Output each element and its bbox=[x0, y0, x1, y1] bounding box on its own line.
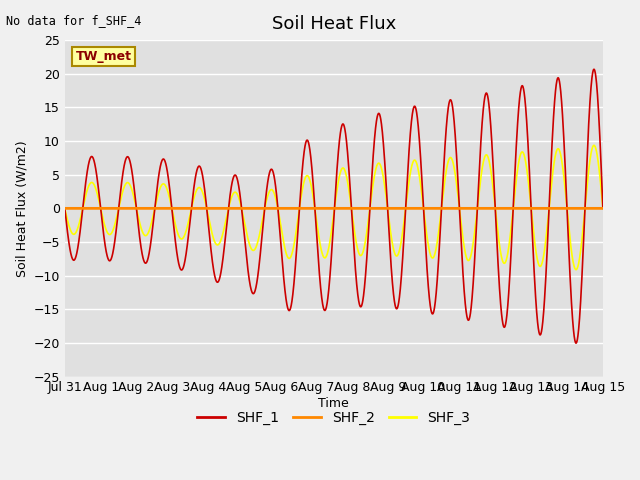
Text: No data for f_SHF_4: No data for f_SHF_4 bbox=[6, 14, 142, 27]
Legend: SHF_1, SHF_2, SHF_3: SHF_1, SHF_2, SHF_3 bbox=[192, 405, 476, 430]
Y-axis label: Soil Heat Flux (W/m2): Soil Heat Flux (W/m2) bbox=[15, 140, 28, 276]
Text: TW_met: TW_met bbox=[76, 50, 132, 63]
X-axis label: Time: Time bbox=[319, 397, 349, 410]
Title: Soil Heat Flux: Soil Heat Flux bbox=[272, 15, 396, 33]
